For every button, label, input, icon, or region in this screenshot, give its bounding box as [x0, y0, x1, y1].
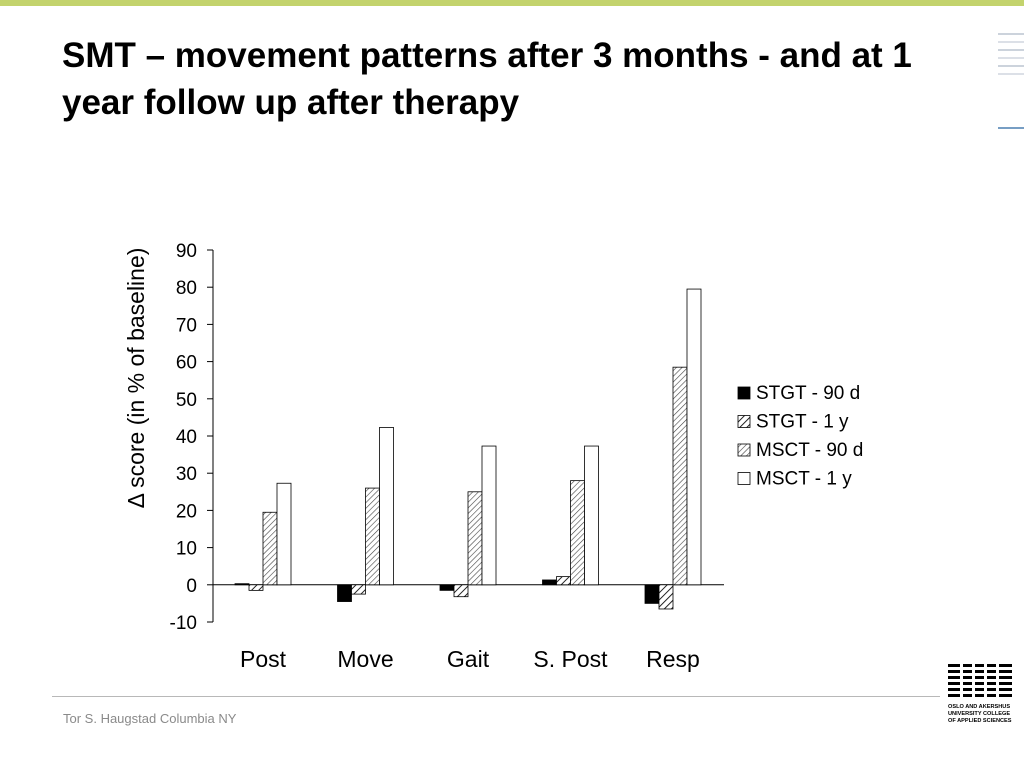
bar-1-3 [262, 511, 278, 586]
bar-3-4 [481, 445, 497, 586]
bar-1-4 [276, 482, 292, 586]
legend-swatch [737, 472, 751, 485]
bar-5-1 [644, 584, 660, 604]
top-accent-bar [0, 0, 1024, 6]
bar-4-2 [556, 576, 571, 586]
y-axis-label: Δ score (in % of baseline) [123, 248, 149, 509]
x-tick-label: Gait [447, 646, 490, 672]
bar-5-4 [686, 288, 702, 586]
bar-3-1 [439, 584, 455, 591]
logo-line-2: UNIVERSITY COLLEGE [948, 711, 1011, 717]
bar-4-3 [570, 480, 585, 586]
bar-3-3 [467, 491, 483, 586]
chart-axes: 90 80 70 60 50 40 30 20 10 0 -10 Post Move Gait S. Pos… [170, 241, 724, 672]
bar-4-4 [584, 445, 599, 586]
y-tick-label: 20 [176, 501, 197, 522]
bar-2-3 [365, 487, 380, 586]
slide-title: SMT – movement patterns after 3 months -… [62, 36, 912, 122]
y-tick-label: 90 [176, 241, 197, 262]
bar-2-1 [337, 584, 352, 602]
bar-1-2 [248, 584, 264, 591]
corner-decoration-icon [998, 33, 1024, 129]
y-tick-label: -10 [170, 613, 197, 634]
x-tick-label: S. Post [533, 646, 608, 672]
y-tick-label: 50 [176, 390, 197, 411]
legend-label: STGT - 1 y [756, 412, 849, 433]
legend-swatch [737, 386, 751, 400]
bar-chart: Δ score (in % of baseline) 90 80 70 60 50 40 3… [123, 241, 863, 672]
bar-5-3 [672, 366, 688, 586]
legend-swatch [737, 415, 751, 428]
chart-legend: STGT - 90 d STGT - 1 y MSCT - 90 d MSCT - 1… [737, 383, 863, 490]
bar-1-1 [234, 583, 250, 586]
legend-label: MSCT - 1 y [756, 469, 852, 490]
legend-swatch [737, 443, 751, 457]
bar-3-2 [453, 584, 469, 598]
y-tick-label: 10 [176, 539, 197, 560]
y-tick-label: 80 [176, 278, 197, 299]
legend-label: MSCT - 90 d [756, 440, 863, 461]
y-tick-label: 30 [176, 464, 197, 485]
x-tick-label: Move [337, 646, 393, 672]
chart-bars [234, 288, 702, 610]
legend-label: STGT - 90 d [756, 383, 860, 404]
logo-line-3: OF APPLIED SCIENCES [948, 718, 1012, 724]
bar-2-2 [351, 584, 366, 595]
x-tick-label: Post [240, 646, 287, 672]
bar-2-4 [379, 427, 394, 586]
logo-text: OSLO AND AKERSHUS UNIVERSITY COLLEGE OF … [948, 704, 1012, 725]
y-tick-label: 70 [176, 315, 197, 336]
bar-4-1 [542, 579, 557, 586]
oslo-akershus-logo-icon [948, 661, 1012, 699]
footer-divider [52, 696, 940, 697]
logo-line-1: OSLO AND AKERSHUS [948, 704, 1011, 710]
footer-author: Tor S. Haugstad Columbia NY [63, 711, 237, 726]
bar-5-2 [658, 584, 674, 610]
y-tick-label: 60 [176, 353, 197, 374]
y-tick-label: 0 [186, 576, 197, 597]
y-tick-label: 40 [176, 427, 197, 448]
x-tick-label: Resp [646, 646, 700, 672]
